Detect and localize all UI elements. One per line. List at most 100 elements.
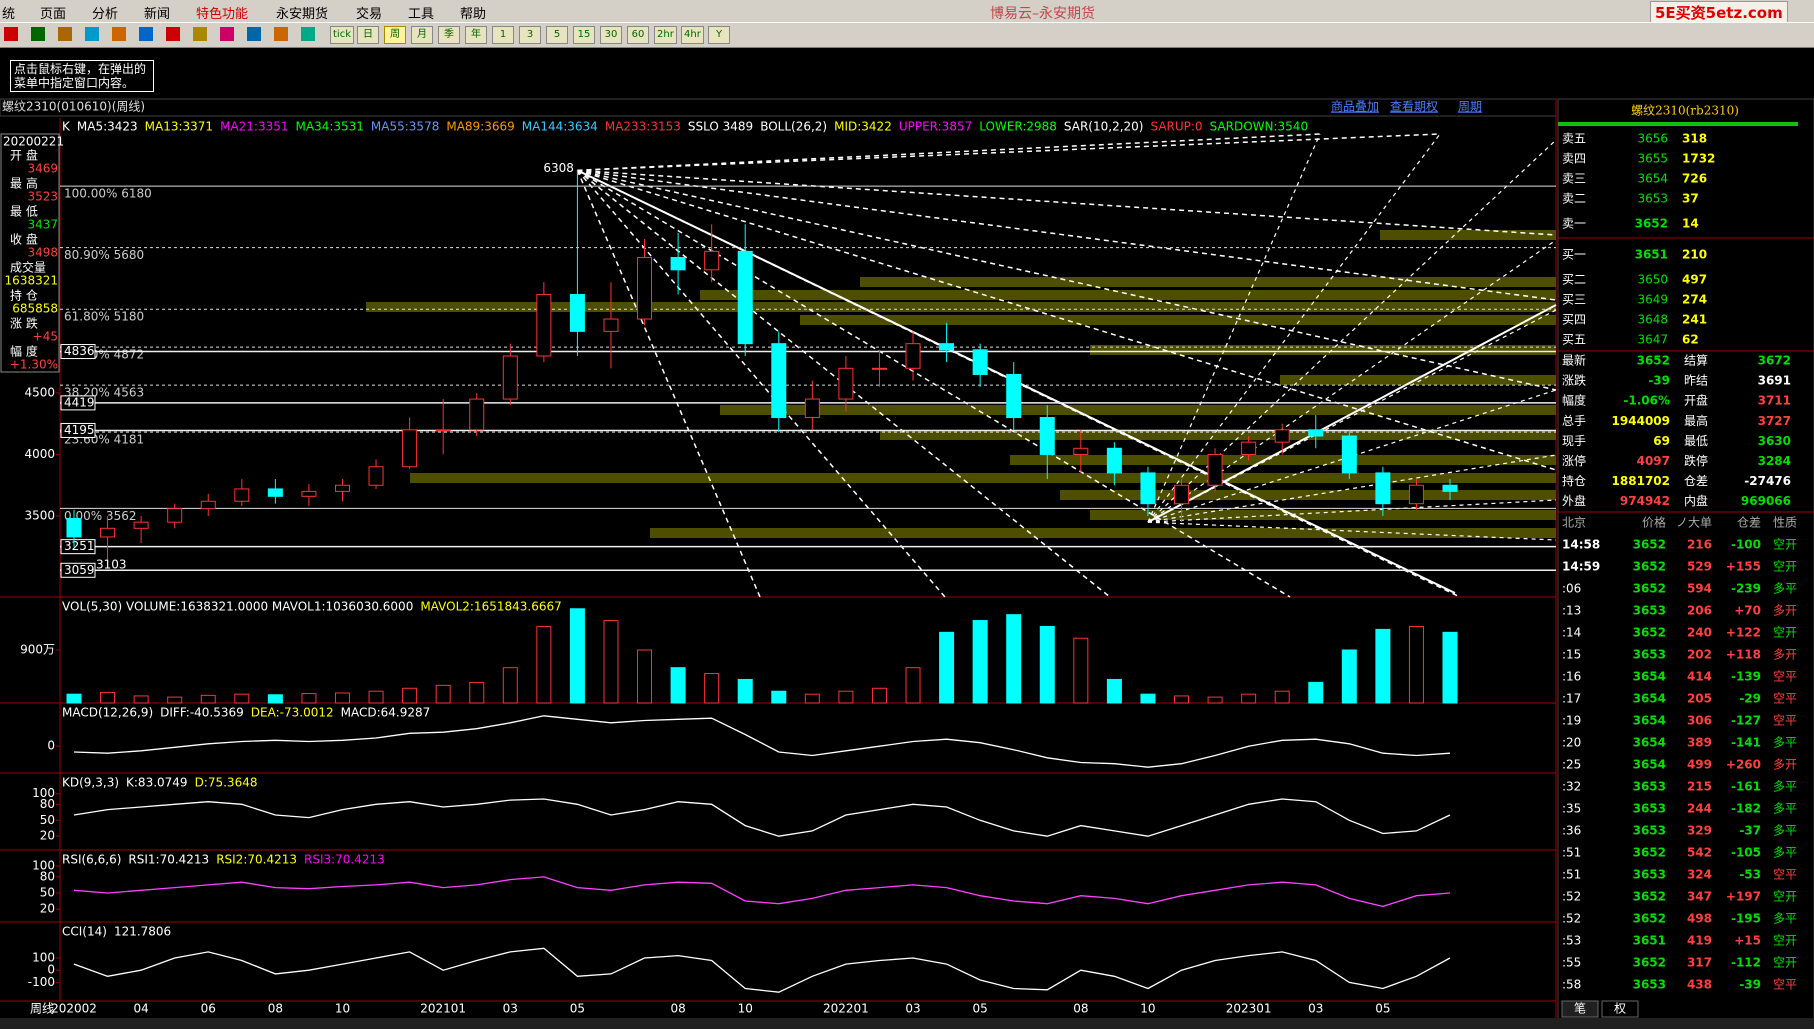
tool-icon[interactable] bbox=[31, 27, 45, 41]
tick-volume: 206 bbox=[1687, 604, 1712, 618]
tool-button[interactable]: 5 bbox=[546, 26, 568, 44]
menu-item[interactable]: 交易 bbox=[356, 7, 383, 22]
stat-label: 昨结 bbox=[1684, 374, 1708, 388]
tool-icon[interactable] bbox=[193, 27, 207, 41]
x-tick-label: 05 bbox=[1375, 1002, 1390, 1016]
candle-body bbox=[670, 257, 686, 271]
volume-profile-bar bbox=[1090, 345, 1556, 355]
tick-price: 3652 bbox=[1633, 912, 1666, 926]
tool-icon[interactable] bbox=[220, 27, 234, 41]
stat-label: 现手 bbox=[1562, 434, 1586, 448]
tool-icon[interactable] bbox=[58, 27, 72, 41]
x-tick-label: 202201 bbox=[823, 1002, 869, 1016]
tick-nature: 空平 bbox=[1773, 868, 1797, 882]
tick-price: 3653 bbox=[1633, 978, 1666, 992]
menu-item[interactable]: 特色功能 bbox=[196, 7, 249, 22]
tool-button[interactable]: 60 bbox=[627, 26, 649, 44]
tool-icon[interactable] bbox=[247, 27, 261, 41]
stat-label: 持仓 bbox=[1562, 473, 1586, 488]
tab[interactable] bbox=[1601, 1000, 1639, 1018]
candle-body bbox=[536, 293, 552, 357]
ask-price: 3654 bbox=[1637, 172, 1668, 186]
menu-item[interactable]: 页面 bbox=[40, 7, 67, 22]
tab[interactable] bbox=[1561, 1000, 1599, 1018]
tick-price: 3653 bbox=[1633, 824, 1666, 838]
header-link[interactable]: 周期 bbox=[1458, 100, 1482, 114]
tool-icon[interactable] bbox=[85, 27, 99, 41]
tick-diff: -39 bbox=[1739, 978, 1761, 992]
tool-icon[interactable] bbox=[139, 27, 153, 41]
tick-diff: -161 bbox=[1731, 780, 1761, 794]
tool-button[interactable]: 15 bbox=[573, 26, 595, 44]
tool-button[interactable]: 1 bbox=[492, 26, 514, 44]
tool-button[interactable]: 2hr bbox=[654, 26, 677, 44]
price-box-label: 4419 bbox=[64, 395, 95, 409]
y-tick-label: 20 bbox=[40, 829, 55, 843]
tool-button[interactable]: Y bbox=[708, 26, 730, 44]
volume-bar bbox=[804, 693, 820, 704]
tab-label[interactable]: 笔 bbox=[1574, 1001, 1586, 1016]
tick-volume: 499 bbox=[1687, 758, 1712, 772]
header-link[interactable]: 查看期权 bbox=[1390, 100, 1438, 114]
volume-profile-bar bbox=[1380, 230, 1556, 240]
tick-diff: +260 bbox=[1726, 758, 1761, 772]
tick-time: :51 bbox=[1562, 846, 1581, 860]
candle-body bbox=[1341, 435, 1357, 474]
candle-body bbox=[1442, 484, 1458, 492]
price-box-label: 4836 bbox=[64, 344, 95, 358]
y-tick-label: 50 bbox=[40, 885, 55, 899]
info-value: 1638321 bbox=[5, 274, 58, 288]
fan-line bbox=[577, 133, 1441, 172]
tool-button[interactable]: 4hr bbox=[681, 26, 704, 44]
volume-bar bbox=[603, 620, 619, 704]
tick-nature: 多开 bbox=[1773, 648, 1797, 662]
tick-volume: 240 bbox=[1687, 626, 1712, 640]
volume-bar bbox=[1274, 690, 1290, 704]
tool-button[interactable]: tick bbox=[330, 26, 354, 44]
stat-value: 969066 bbox=[1741, 494, 1791, 508]
tool-icon[interactable] bbox=[274, 27, 288, 41]
tool-icon[interactable] bbox=[166, 27, 180, 41]
ask-volume: 14 bbox=[1682, 217, 1699, 231]
tab-label[interactable]: 权 bbox=[1614, 1002, 1626, 1016]
stat-label: 涨跌 bbox=[1562, 373, 1586, 388]
menu-item[interactable]: 帮助 bbox=[460, 7, 487, 22]
tool-button[interactable]: 3 bbox=[519, 26, 541, 44]
volume-bar bbox=[737, 678, 753, 704]
stat-value: 3284 bbox=[1758, 454, 1791, 468]
menu-item[interactable]: 工具 bbox=[408, 7, 435, 22]
tool-button[interactable]: 季 bbox=[438, 26, 460, 44]
stat-value: 3691 bbox=[1758, 374, 1791, 388]
chart-header-bar bbox=[0, 98, 1557, 117]
tool-icon[interactable] bbox=[301, 27, 315, 41]
tool-button[interactable]: 周 bbox=[384, 26, 406, 44]
header-link[interactable]: 商品叠加 bbox=[1331, 99, 1379, 114]
menu-item[interactable]: 分析 bbox=[92, 7, 119, 22]
tick-diff: -37 bbox=[1739, 824, 1761, 838]
tick-volume: 306 bbox=[1687, 714, 1712, 728]
tool-icon[interactable] bbox=[4, 27, 18, 41]
tool-button[interactable]: 年 bbox=[465, 26, 487, 44]
menu-item[interactable]: 新闻 bbox=[144, 7, 171, 22]
candle-body bbox=[569, 293, 585, 332]
tick-nature: 空开 bbox=[1773, 538, 1797, 552]
tool-button[interactable]: 30 bbox=[600, 26, 622, 44]
tool-button[interactable]: 日 bbox=[357, 26, 379, 44]
stat-label: 仓差 bbox=[1684, 474, 1708, 488]
tick-volume: 594 bbox=[1687, 582, 1712, 596]
info-label: 涨 跌 bbox=[10, 316, 38, 331]
stat-label: 结算 bbox=[1684, 353, 1708, 368]
volume-bar bbox=[838, 690, 854, 704]
ask-price: 3655 bbox=[1637, 152, 1668, 166]
volume-bar bbox=[402, 687, 418, 704]
menu-item[interactable]: 统 bbox=[2, 7, 16, 22]
menu-item[interactable]: 永安期货 bbox=[276, 7, 329, 22]
y-tick-label: 4000 bbox=[24, 447, 55, 461]
x-tick-label: 08 bbox=[670, 1002, 685, 1016]
tick-nature: 空开 bbox=[1773, 956, 1797, 970]
info-value: 3437 bbox=[27, 218, 58, 232]
tool-icon[interactable] bbox=[112, 27, 126, 41]
tool-button[interactable]: 月 bbox=[411, 26, 433, 44]
candle-body bbox=[1140, 472, 1156, 505]
indicator-legend: 121.7806 bbox=[114, 925, 171, 939]
